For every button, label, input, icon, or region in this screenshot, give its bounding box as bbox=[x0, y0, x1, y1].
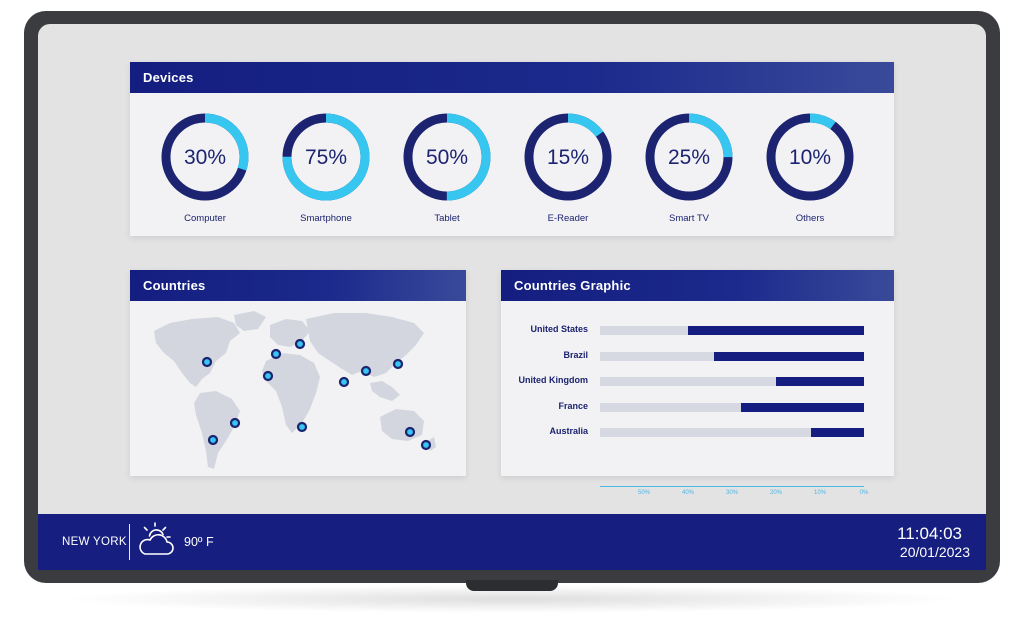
bar-track bbox=[600, 326, 864, 335]
countries-panel-title: Countries bbox=[130, 270, 466, 301]
map-location-pin[interactable] bbox=[420, 439, 432, 451]
bar-row: United Kingdom bbox=[501, 374, 894, 388]
gauge-label: Tablet bbox=[434, 213, 460, 224]
temperature: 90º F bbox=[184, 535, 214, 549]
x-tick-label: 40% bbox=[681, 490, 695, 496]
gauge-ring: 30% bbox=[161, 113, 249, 201]
clock-date: 20/01/2023 bbox=[899, 544, 970, 560]
clock-time: 11:04:03 bbox=[897, 524, 962, 543]
bar-value bbox=[740, 402, 864, 412]
gauge-fill bbox=[524, 113, 612, 201]
map-location-pin[interactable] bbox=[404, 426, 416, 438]
x-tick-label: 10% bbox=[813, 490, 827, 496]
devices-panel: Devices 30% Computer 75% Smartphone 50% Table… bbox=[130, 62, 894, 236]
map-location-pin[interactable] bbox=[229, 417, 241, 429]
bar-track bbox=[600, 377, 864, 386]
bar-value bbox=[811, 428, 864, 437]
map-location-pin[interactable] bbox=[392, 358, 404, 370]
map-location-pin[interactable] bbox=[270, 348, 282, 360]
bar-value bbox=[688, 326, 864, 335]
world-map bbox=[154, 311, 436, 469]
map-north-america bbox=[154, 317, 240, 387]
bar-category-label: Australia bbox=[549, 426, 588, 436]
gauge-ring: 10% bbox=[766, 113, 854, 201]
gauge-value: 25% bbox=[668, 146, 710, 169]
gauge-fill bbox=[282, 113, 370, 201]
map-location-pin[interactable] bbox=[201, 356, 213, 368]
gauge-value: 10% bbox=[789, 146, 831, 169]
device-gauges: 30% Computer 75% Smartphone 50% Tablet 15% E-Re… bbox=[130, 93, 894, 236]
x-tick-label: 30% bbox=[725, 490, 739, 496]
bar-category-label: United States bbox=[530, 324, 588, 334]
map-location-pin[interactable] bbox=[296, 421, 308, 433]
gauge-value: 50% bbox=[426, 146, 468, 169]
gauge-label: Computer bbox=[184, 213, 226, 224]
map-australia bbox=[380, 409, 424, 441]
countries-graphic-title: Countries Graphic bbox=[501, 270, 894, 301]
device-gauge: 15% E-Reader bbox=[520, 110, 616, 224]
bar-row: United States bbox=[501, 323, 894, 337]
gauge-fill bbox=[161, 113, 249, 201]
gauge-label: E-Reader bbox=[547, 213, 589, 224]
gauge-ring: 25% bbox=[645, 113, 733, 201]
countries-graphic-panel: Countries Graphic United States Brazil Uni… bbox=[501, 270, 894, 496]
gauge-label: Others bbox=[795, 213, 825, 224]
bar-row: Brazil bbox=[501, 349, 894, 363]
device-gauge: 30% Computer bbox=[157, 110, 253, 224]
device-gauge: 25% Smart TV bbox=[641, 110, 737, 224]
bar-value bbox=[776, 377, 864, 386]
gauge-ring: 15% bbox=[524, 113, 612, 201]
map-africa bbox=[262, 353, 320, 433]
device-gauge: 50% Tablet bbox=[399, 110, 495, 224]
dashboard-screen: Devices 30% Computer 75% Smartphone 50% Table… bbox=[38, 24, 986, 570]
gauge-value: 75% bbox=[305, 146, 347, 169]
x-tick-label: 0% bbox=[859, 490, 869, 496]
countries-bar-chart: United States Brazil United Kingdom France A… bbox=[501, 301, 894, 496]
bar-category-label: United Kingdom bbox=[518, 375, 589, 385]
bar-value bbox=[714, 351, 864, 361]
display-stand bbox=[466, 580, 558, 591]
map-location-pin[interactable] bbox=[262, 370, 274, 382]
device-gauge: 10% Others bbox=[762, 110, 858, 224]
gauge-fill bbox=[645, 113, 733, 201]
partly-cloudy-icon bbox=[139, 522, 174, 555]
bar-track bbox=[600, 402, 864, 412]
bar-row: Australia bbox=[501, 425, 894, 439]
bar-track bbox=[600, 351, 864, 361]
devices-panel-title: Devices bbox=[130, 62, 894, 93]
bar-category-label: Brazil bbox=[563, 349, 588, 360]
gauge-ring: 75% bbox=[282, 113, 370, 201]
gauge-ring: 50% bbox=[403, 113, 491, 201]
gauge-value: 30% bbox=[184, 146, 226, 169]
countries-panel: Countries bbox=[130, 270, 466, 476]
map-location-pin[interactable] bbox=[294, 338, 306, 350]
x-tick-label: 20% bbox=[769, 490, 783, 496]
chart-x-axis bbox=[600, 486, 864, 487]
map-location-pin[interactable] bbox=[207, 434, 219, 446]
map-se-asia bbox=[370, 381, 400, 401]
city-name: NEW YORK bbox=[62, 536, 127, 548]
gauge-fill bbox=[403, 113, 491, 201]
bar-category-label: France bbox=[558, 400, 588, 411]
gauge-fill bbox=[766, 113, 854, 201]
map-south-america bbox=[194, 391, 240, 469]
device-gauge: 75% Smartphone bbox=[278, 110, 374, 224]
bar-track bbox=[600, 428, 864, 437]
footer-divider bbox=[129, 524, 130, 560]
bar-row: France bbox=[501, 400, 894, 414]
gauge-value: 15% bbox=[547, 146, 589, 169]
map-location-pin[interactable] bbox=[360, 365, 372, 377]
map-greenland bbox=[234, 311, 266, 331]
gauge-label: Smart TV bbox=[669, 213, 709, 224]
footer-bar: NEW YORK 90º F 11:04:03 20/01/2023 bbox=[38, 514, 986, 570]
map-location-pin[interactable] bbox=[338, 376, 350, 388]
x-tick-label: 50% bbox=[637, 490, 651, 496]
gauge-label: Smartphone bbox=[300, 213, 352, 224]
